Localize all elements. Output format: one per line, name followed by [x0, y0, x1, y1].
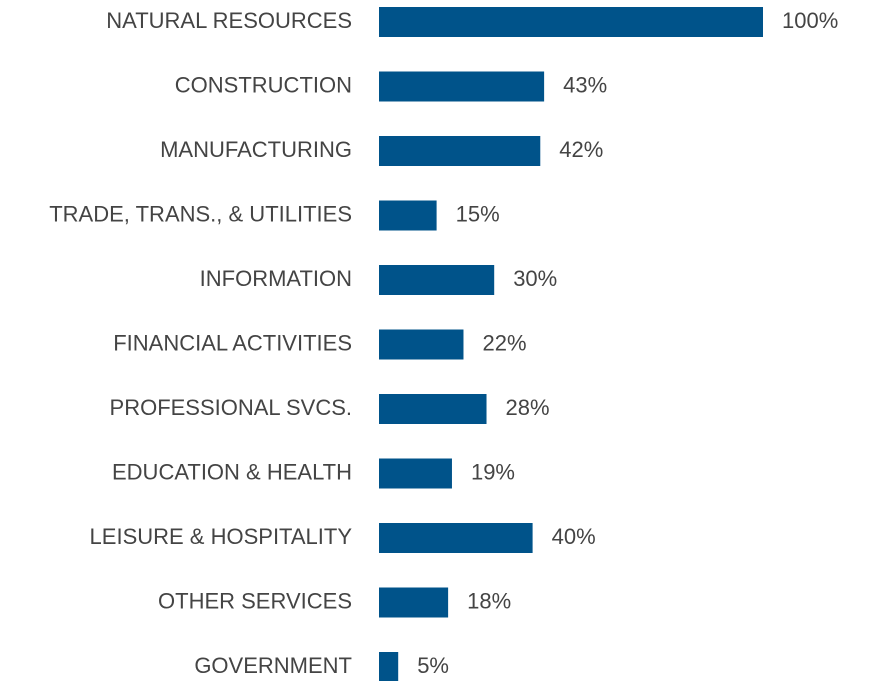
value-label: 19%	[471, 459, 515, 484]
bar	[379, 7, 763, 37]
category-label: CONSTRUCTION	[175, 72, 352, 97]
category-label: PROFESSIONAL SVCS.	[110, 395, 352, 420]
category-label: FINANCIAL ACTIVITIES	[113, 330, 352, 355]
bar	[379, 200, 437, 231]
category-label: MANUFACTURING	[160, 137, 352, 162]
value-label: 5%	[417, 653, 449, 678]
bar	[379, 652, 399, 681]
bar	[379, 265, 495, 295]
bar	[379, 587, 449, 618]
category-label: LEISURE & HOSPITALITY	[90, 524, 353, 549]
bar	[379, 136, 541, 166]
value-label: 18%	[467, 588, 511, 613]
category-label: TRADE, TRANS., & UTILITIES	[49, 201, 352, 226]
value-label: 30%	[513, 266, 557, 291]
category-label: EDUCATION & HEALTH	[112, 459, 352, 484]
value-label: 43%	[563, 72, 607, 97]
value-label: 22%	[482, 330, 526, 355]
category-label: GOVERNMENT	[194, 653, 352, 678]
value-label: 15%	[456, 201, 500, 226]
value-label: 40%	[552, 524, 596, 549]
value-label: 100%	[782, 8, 838, 33]
category-label: OTHER SERVICES	[158, 588, 352, 613]
category-label: INFORMATION	[200, 266, 352, 291]
bar	[379, 71, 545, 102]
bar	[379, 394, 487, 424]
category-label: NATURAL RESOURCES	[106, 8, 352, 33]
bar	[379, 329, 464, 360]
value-label: 42%	[559, 137, 603, 162]
bar	[379, 458, 452, 489]
value-label: 28%	[506, 395, 550, 420]
bar	[379, 523, 533, 553]
